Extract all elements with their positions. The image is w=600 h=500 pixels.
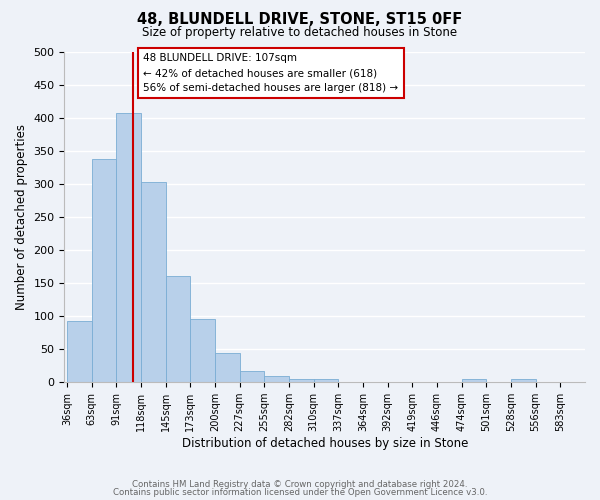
Bar bbox=[511, 379, 536, 382]
Bar bbox=[289, 379, 314, 382]
X-axis label: Distribution of detached houses by size in Stone: Distribution of detached houses by size … bbox=[182, 437, 468, 450]
Text: Contains HM Land Registry data © Crown copyright and database right 2024.: Contains HM Land Registry data © Crown c… bbox=[132, 480, 468, 489]
Text: 48, BLUNDELL DRIVE, STONE, ST15 0FF: 48, BLUNDELL DRIVE, STONE, ST15 0FF bbox=[137, 12, 463, 28]
Bar bbox=[116, 113, 141, 382]
Text: Contains public sector information licensed under the Open Government Licence v3: Contains public sector information licen… bbox=[113, 488, 487, 497]
Bar bbox=[239, 371, 264, 382]
Text: Size of property relative to detached houses in Stone: Size of property relative to detached ho… bbox=[142, 26, 458, 39]
Text: 48 BLUNDELL DRIVE: 107sqm
← 42% of detached houses are smaller (618)
56% of semi: 48 BLUNDELL DRIVE: 107sqm ← 42% of detac… bbox=[143, 54, 398, 93]
Bar bbox=[264, 376, 289, 382]
Bar bbox=[92, 160, 116, 382]
Bar bbox=[190, 320, 215, 382]
Y-axis label: Number of detached properties: Number of detached properties bbox=[15, 124, 28, 310]
Bar bbox=[141, 182, 166, 382]
Bar bbox=[215, 353, 239, 382]
Bar bbox=[314, 379, 338, 382]
Bar bbox=[166, 276, 190, 382]
Bar bbox=[67, 320, 92, 382]
Bar bbox=[461, 379, 487, 382]
